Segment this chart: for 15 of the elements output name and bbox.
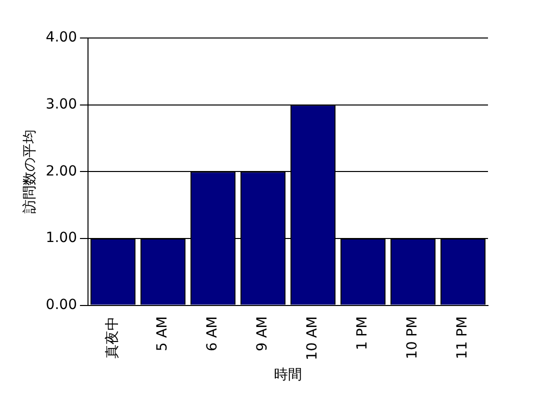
x-tick-label: 6 AM <box>204 316 221 352</box>
y-tick-label: 3.00 <box>46 96 77 112</box>
x-tick-label: 11 PM <box>454 316 471 360</box>
y-tick-label: 4.00 <box>46 30 77 46</box>
x-axis-title: 時間 <box>274 367 302 384</box>
x-tick-label: 5 AM <box>154 316 171 352</box>
x-tick-label: 1 PM <box>354 316 371 350</box>
y-axis-title: 訪問数の平均 <box>22 130 38 214</box>
x-tick-label: 9 AM <box>254 316 271 352</box>
x-tick-label: 10 AM <box>304 316 321 360</box>
x-tick-label: 真夜中 <box>104 316 121 358</box>
y-tick-label: 1.00 <box>46 230 77 246</box>
y-tick-label: 2.00 <box>46 163 77 180</box>
y-tick-label: 0.00 <box>46 296 77 313</box>
x-tick-label: 10 PM <box>404 316 421 360</box>
